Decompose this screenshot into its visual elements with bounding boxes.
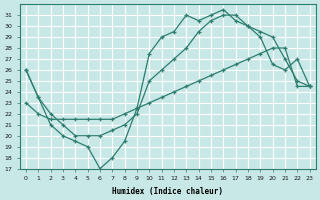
X-axis label: Humidex (Indice chaleur): Humidex (Indice chaleur) [112, 187, 223, 196]
